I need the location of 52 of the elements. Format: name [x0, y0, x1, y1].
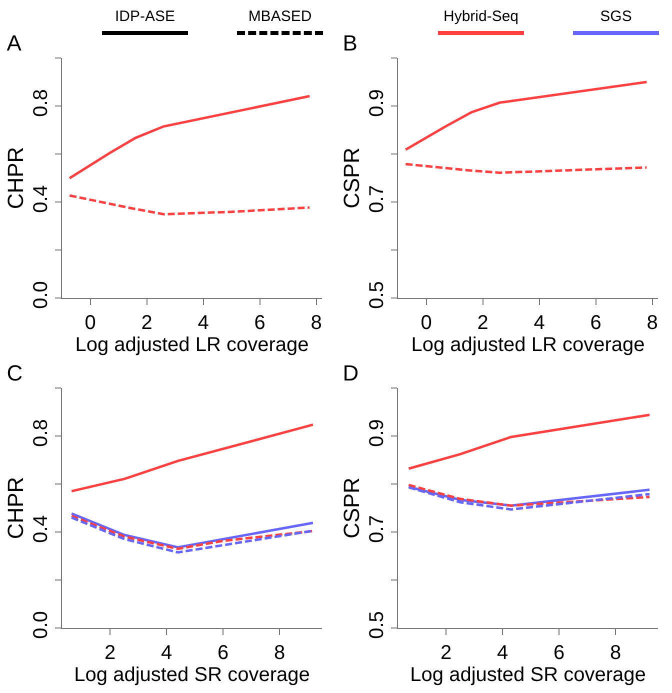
line-series — [407, 414, 651, 470]
x-axis-title: Log adjusted LR coverage — [411, 334, 645, 356]
x-tick-label: 6 — [554, 642, 565, 664]
x-tick-label: 2 — [440, 642, 452, 664]
text: Hybrid-Seq — [442, 8, 520, 25]
x-tick-label: 2 — [104, 642, 116, 664]
x-axis-title: Log adjusted LR coverage — [75, 334, 309, 356]
text: MBASED — [247, 8, 313, 25]
x-tick-label: 2 — [141, 312, 152, 334]
chart-title: B — [342, 30, 358, 56]
chart-title: D — [342, 360, 359, 386]
y-tick-label: 0.7 — [366, 185, 388, 213]
y-tick-label: 0.0 — [30, 281, 52, 309]
y-axis-title: CSPR — [338, 147, 364, 209]
x-axis-title: Log adjusted SR coverage — [74, 664, 310, 686]
line-series — [70, 423, 314, 492]
x-tick-label: 0 — [84, 312, 96, 334]
x-tick-label: 8 — [274, 642, 286, 664]
x-tick-label: 8 — [310, 312, 322, 334]
x-tick-label: 8 — [610, 642, 622, 664]
x-tick-label: 8 — [646, 312, 658, 334]
text: IDP-ASE — [114, 8, 176, 25]
line-series — [404, 80, 648, 151]
y-tick-label: 0.0 — [30, 611, 52, 639]
x-tick-label: 4 — [497, 642, 508, 664]
y-tick-label: 0.4 — [30, 515, 52, 543]
y-tick-label: 0.4 — [30, 185, 52, 213]
chart-title: C — [6, 360, 23, 386]
x-tick-label: 6 — [254, 312, 266, 334]
x-tick-label: 4 — [161, 642, 172, 664]
x-tick-label: 0 — [420, 312, 432, 334]
y-tick-label: 0.8 — [30, 89, 52, 117]
y-tick-label: 0.5 — [366, 281, 388, 309]
x-tick-label: 2 — [477, 312, 488, 334]
text: SGS — [599, 8, 633, 25]
y-tick-label: 0.8 — [30, 419, 52, 447]
line-series — [404, 162, 648, 174]
x-tick-label: 4 — [198, 312, 209, 334]
y-tick-label: 0.9 — [366, 89, 388, 117]
y-axis-title: CHPR — [2, 146, 28, 210]
x-axis-title: Log adjusted SR coverage — [410, 664, 646, 686]
y-tick-label: 0.7 — [366, 515, 388, 543]
y-tick-label: 0.9 — [366, 419, 388, 447]
line-series — [68, 94, 311, 180]
line-series — [68, 194, 311, 216]
x-tick-label: 6 — [590, 312, 602, 334]
y-axis-title: CHPR — [2, 476, 28, 540]
y-axis-title: CSPR — [338, 477, 364, 539]
y-tick-label: 0.5 — [366, 611, 388, 639]
chart-title: A — [6, 30, 22, 56]
x-tick-label: 6 — [218, 642, 229, 664]
x-tick-label: 4 — [534, 312, 545, 334]
